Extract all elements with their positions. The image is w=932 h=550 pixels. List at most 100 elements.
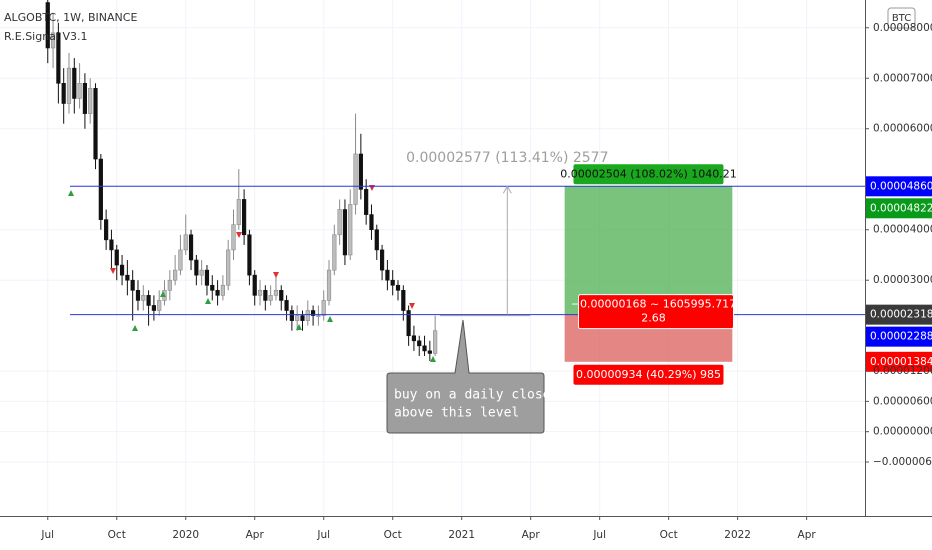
y-tick-label: 0.00006000 xyxy=(873,123,932,135)
candle-body xyxy=(210,284,215,291)
y-tick-label: 0.00000600 xyxy=(873,395,932,407)
candle-body xyxy=(194,259,199,276)
candle-body xyxy=(61,83,66,104)
buy-signal xyxy=(132,325,138,331)
measure-arrowhead xyxy=(502,185,512,194)
y-tick-label: 0.00007000 xyxy=(873,72,932,84)
candle-body xyxy=(257,290,263,296)
entry-label: 2.68 xyxy=(641,312,666,325)
x-tick-label: 2022 xyxy=(724,529,751,541)
candle-body xyxy=(66,67,72,104)
price-label: 0.00001384 xyxy=(870,356,932,368)
candle-body xyxy=(321,300,326,316)
candle-body xyxy=(215,290,220,296)
candle-body xyxy=(273,290,279,296)
candle-body xyxy=(369,214,374,231)
candle-body xyxy=(226,249,231,286)
target-label-box xyxy=(573,164,724,185)
price-label-box xyxy=(866,176,932,197)
candle-body xyxy=(109,239,114,251)
callout-line: buy on a daily close xyxy=(394,388,551,403)
candle-body xyxy=(358,153,363,190)
buy-signal xyxy=(160,291,166,297)
candle-body xyxy=(390,279,395,286)
candle-body xyxy=(173,269,178,281)
y-tick-label: 0.00003000 xyxy=(873,274,932,286)
candle-body xyxy=(433,330,438,354)
candle-body xyxy=(326,269,332,301)
chart-subtitle: R.E.Signal V3.1 xyxy=(4,30,88,43)
currency: BTC xyxy=(892,13,911,24)
candle-body xyxy=(374,229,379,251)
x-tick-label: 2020 xyxy=(172,529,199,541)
y-tick-label: 0.00001200 xyxy=(873,365,932,377)
sell-signal xyxy=(409,303,415,309)
candle-body xyxy=(411,335,417,342)
entry-label-box xyxy=(577,294,734,330)
candle-body xyxy=(417,340,422,347)
candle-body xyxy=(305,310,310,321)
y-tick-label: 0.00000000 xyxy=(873,426,932,438)
candle-body xyxy=(364,189,369,215)
target-label: 0.00002504 (108.02%) 1040.21 xyxy=(560,167,737,180)
stop-label-box xyxy=(573,364,724,385)
candle-body xyxy=(284,300,289,311)
candle-body xyxy=(295,315,300,321)
sell-signal xyxy=(273,272,279,278)
x-tick-label: Jul xyxy=(40,529,54,541)
target-zone xyxy=(564,186,733,315)
candle-body xyxy=(188,234,194,261)
candle-body xyxy=(45,2,50,49)
x-tick-label: Apr xyxy=(522,529,541,541)
sell-signal xyxy=(236,232,242,238)
price-label: 0.00004822 xyxy=(870,202,932,214)
price-label: 0.00004860 xyxy=(870,180,932,192)
candle-body xyxy=(199,269,204,276)
candle-body xyxy=(422,345,427,352)
price-label-box xyxy=(866,198,932,219)
candle-body xyxy=(379,249,385,271)
candle-body xyxy=(178,249,183,271)
x-tick-label: Oct xyxy=(660,529,678,541)
callout[interactable] xyxy=(386,319,545,434)
chart-title: ALGOBTC, 1W, BINANCE xyxy=(4,11,137,24)
candle-body xyxy=(151,305,156,311)
candle-body xyxy=(401,290,406,311)
candle-body xyxy=(231,224,236,251)
candle-body xyxy=(353,153,358,205)
candle-body xyxy=(183,234,188,251)
candle-body xyxy=(167,279,172,291)
callout-line: above this level xyxy=(394,406,519,421)
candle-body xyxy=(310,310,316,316)
candle-body xyxy=(114,249,119,266)
currency-box[interactable] xyxy=(887,7,916,29)
price-label: 0.00002288 xyxy=(870,331,932,343)
candle-body xyxy=(342,209,348,256)
price-label-box xyxy=(866,304,932,325)
buy-signal xyxy=(205,298,211,304)
stop-label: 0.00000934 (40.29%) 985 xyxy=(576,368,721,381)
candle-body xyxy=(268,295,273,301)
buy-signal xyxy=(327,316,333,322)
candle-body xyxy=(316,315,321,317)
y-tick-label: −0.00000600 xyxy=(873,456,932,468)
measure-label: 0.00002577 (113.41%) 2577 xyxy=(406,150,608,166)
candle-body xyxy=(88,88,93,114)
candle-body xyxy=(135,290,141,301)
candle-body xyxy=(263,290,268,301)
candle-body xyxy=(119,264,125,276)
candle-body xyxy=(50,32,56,49)
price-label-box xyxy=(866,326,932,347)
candle-body xyxy=(247,234,252,276)
x-tick-label: Apr xyxy=(798,529,817,541)
candle-body xyxy=(279,290,284,301)
candle-body xyxy=(56,32,61,84)
candle-body xyxy=(98,158,103,220)
candle-body xyxy=(337,209,342,236)
x-tick-label: Jul xyxy=(592,529,606,541)
x-tick-label: 2021 xyxy=(448,529,475,541)
candle-body xyxy=(385,269,390,281)
